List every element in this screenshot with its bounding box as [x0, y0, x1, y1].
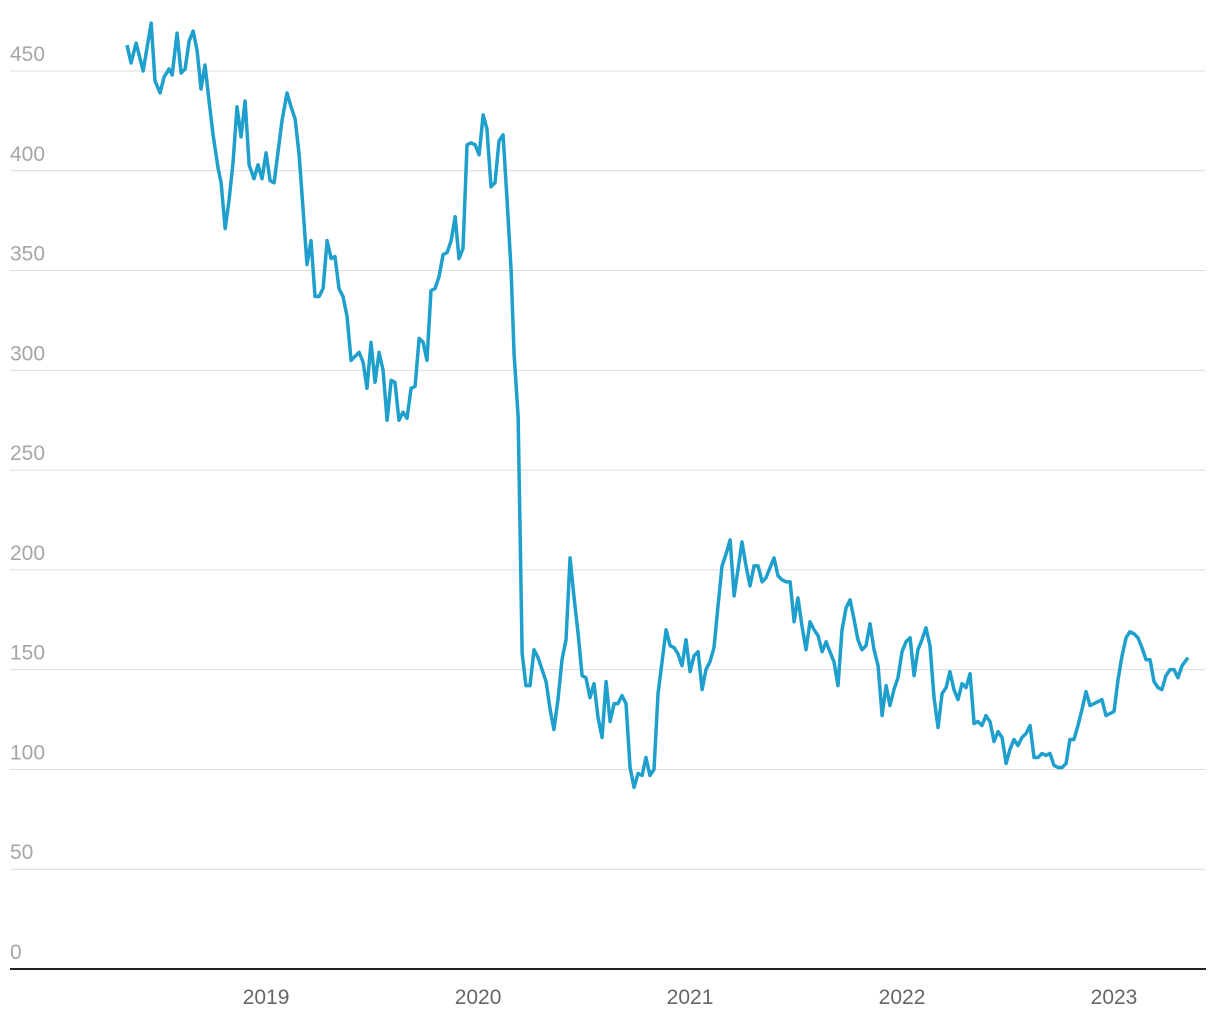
y-tick-label: 0: [10, 941, 22, 964]
y-tick-label: 250: [10, 442, 45, 465]
y-tick-label: 50: [10, 841, 33, 864]
price-line: [125, 21, 1190, 790]
y-tick-label: 450: [10, 43, 45, 66]
y-tick-label: 100: [10, 741, 45, 764]
y-tick-label: 350: [10, 243, 45, 266]
y-tick-label: 300: [10, 342, 45, 365]
y-tick-label: 200: [10, 542, 45, 565]
x-tick-label: 2021: [667, 986, 714, 1009]
x-tick-label: 2022: [879, 986, 926, 1009]
x-tick-label: 2023: [1091, 986, 1138, 1009]
y-tick-label: 400: [10, 143, 45, 166]
y-tick-label: 150: [10, 642, 45, 665]
x-tick-label: 2020: [455, 986, 502, 1009]
x-tick-label: 2019: [243, 986, 290, 1009]
